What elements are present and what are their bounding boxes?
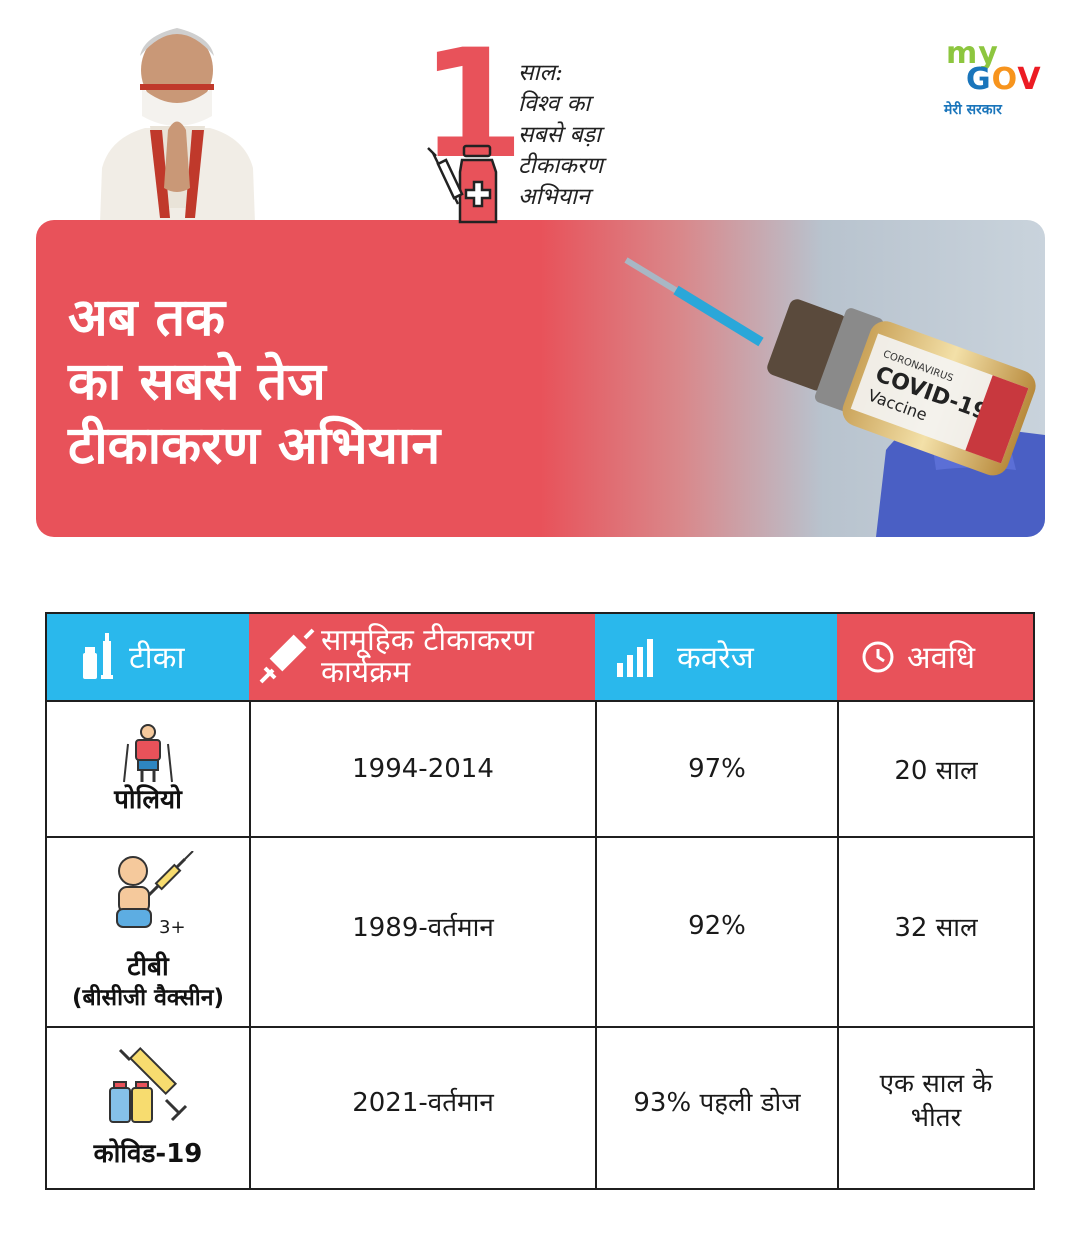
logo-tagline: मेरी सरकार [944, 102, 1002, 118]
signal-bars-icon [617, 639, 653, 677]
age-badge: 3+ [159, 917, 186, 938]
vaccine-name: टीबी [127, 952, 169, 982]
table-row-tb: 3+ टीबी (बीसीजी वैक्सीन) 1989-वर्तमान 92… [47, 836, 1033, 1026]
vaccination-comparison-table: टीका सामूहिक टीकाकरण कार्यक्रम कवरेज [45, 612, 1035, 1190]
header-vaccine: टीका [47, 614, 249, 700]
period-cell: 2021-वर्तमान [352, 1088, 494, 1118]
table-header-row: टीका सामूहिक टीकाकरण कार्यक्रम कवरेज [47, 614, 1033, 700]
leader-portrait [90, 18, 265, 223]
header-program-label: सामूहिक टीकाकरण कार्यक्रम [321, 623, 534, 690]
coverage-cell: 92% [688, 911, 746, 941]
vaccine-subtitle: (बीसीजी वैक्सीन) [71, 985, 225, 1011]
period-cell: 1989-वर्तमान [352, 913, 494, 943]
duration-cell: 20 साल [894, 756, 978, 786]
mygov-logo: my GOV मेरी सरकार [940, 34, 1050, 124]
syringe-icon [259, 628, 315, 684]
coverage-cell: 97% [688, 754, 746, 784]
header-program: सामूहिक टीकाकरण कार्यक्रम [249, 614, 595, 700]
duration-cell: एक साल के भीतर [879, 1069, 993, 1133]
vials-syringe-icon [109, 1046, 188, 1123]
vaccine-name: कोविड-19 [93, 1139, 203, 1169]
clock-icon [862, 641, 894, 673]
coverage-cell: 93% पहली डोज [633, 1088, 801, 1118]
badge-caption: साल: विश्व का सबसे बड़ा टीकाकरण अभियान [518, 60, 603, 210]
table-row-polio: पोलियो 1994-2014 97% 20 साल [47, 700, 1033, 836]
header-coverage: कवरेज [595, 614, 837, 700]
header-duration: अवधि [837, 614, 1033, 700]
logo-my: my [946, 36, 999, 71]
duration-cell: 32 साल [894, 913, 978, 943]
logo-gov: GOV [966, 62, 1042, 97]
baby-syringe-icon: 3+ [93, 850, 203, 951]
vials-icon [83, 633, 113, 679]
polio-child-crutches-icon [123, 724, 173, 783]
banner-title: अब तक का सबसे तेज टीकाकरण अभियान [68, 288, 441, 476]
period-cell: 1994-2014 [352, 754, 494, 784]
syringe-vial-icon [427, 144, 498, 224]
vaccine-cell: कोविड-19 [47, 1028, 249, 1188]
vaccine-cell: 3+ टीबी (बीसीजी वैक्सीन) [47, 838, 249, 1026]
hero-banner: CORONAVIRUS COVID-19 Vaccine अब तक का सब… [36, 220, 1045, 537]
table-row-covid: कोविड-19 2021-वर्तमान 93% पहली डोज एक सा… [47, 1026, 1033, 1188]
vaccine-vial-photo: CORONAVIRUS COVID-19 Vaccine [624, 257, 1045, 537]
vaccine-name: पोलियो [114, 785, 182, 815]
vaccine-cell: पोलियो [47, 702, 249, 836]
